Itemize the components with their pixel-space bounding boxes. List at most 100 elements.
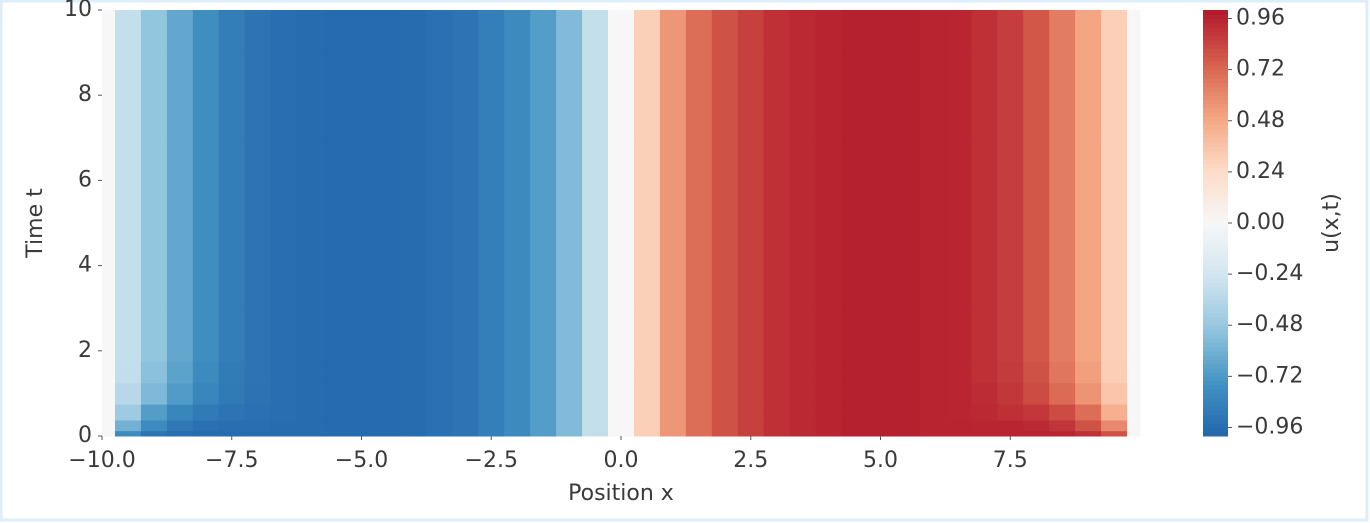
cell <box>102 404 116 421</box>
cell <box>815 52 843 139</box>
cell <box>400 361 427 384</box>
cell <box>971 420 998 432</box>
cell <box>841 52 869 139</box>
cell <box>841 404 869 421</box>
cell <box>971 430 998 437</box>
cell <box>140 137 168 224</box>
cell <box>244 382 272 405</box>
cell <box>114 361 142 384</box>
colorbar-segment <box>1203 244 1228 250</box>
cell <box>582 404 609 421</box>
cell <box>556 308 583 362</box>
cell <box>374 404 401 421</box>
cell <box>1127 382 1141 405</box>
cell <box>556 361 583 384</box>
cell <box>530 430 557 437</box>
colorbar-segment <box>1203 210 1228 215</box>
cell <box>348 223 375 309</box>
cell <box>945 361 972 384</box>
cell <box>270 52 298 139</box>
cell <box>102 308 116 362</box>
cell <box>841 223 869 309</box>
cell <box>1127 420 1141 432</box>
cell <box>919 404 946 421</box>
cell <box>1101 52 1128 139</box>
cell <box>478 404 505 421</box>
colorbar-segment <box>1203 231 1228 237</box>
cell <box>1075 308 1102 362</box>
cell <box>763 308 791 362</box>
colorbar-segment <box>1203 269 1228 275</box>
cell <box>530 404 557 421</box>
cell <box>711 308 739 362</box>
cell <box>971 382 998 405</box>
cell <box>997 382 1024 405</box>
colorbar-segment <box>1203 103 1228 109</box>
cell <box>867 420 894 432</box>
cell <box>452 420 479 432</box>
cell <box>140 361 168 384</box>
cell <box>789 382 817 405</box>
colorbar-segment <box>1203 257 1228 262</box>
cell <box>426 420 453 432</box>
cell <box>815 361 843 384</box>
cell <box>815 382 843 405</box>
cell <box>400 52 427 139</box>
cell <box>1023 382 1050 405</box>
cell <box>114 404 142 421</box>
cell <box>348 420 375 432</box>
cell <box>556 430 583 437</box>
cell <box>244 223 272 309</box>
colorbar-tick-label: −0.72 <box>1236 363 1303 388</box>
cell <box>1101 430 1128 437</box>
cell <box>789 137 817 224</box>
cell <box>582 420 609 432</box>
y-tick-label: 4 <box>78 253 92 278</box>
cell <box>530 382 557 405</box>
cell <box>919 382 946 405</box>
colorbar-segment <box>1203 376 1228 382</box>
cell <box>945 420 972 432</box>
cell <box>296 223 324 309</box>
colorbar-segment <box>1203 150 1228 156</box>
cell <box>140 382 168 405</box>
cell <box>218 137 246 224</box>
cell <box>789 308 817 362</box>
cell <box>270 404 298 421</box>
x-tick-label: 7.5 <box>993 448 1028 473</box>
cell <box>945 137 972 224</box>
cell <box>102 223 116 309</box>
cell <box>841 10 869 54</box>
cell <box>1075 223 1102 309</box>
cell <box>633 404 661 421</box>
colorbar-tick-label: −0.48 <box>1236 312 1303 337</box>
cell <box>789 10 817 54</box>
colorbar-segment <box>1203 372 1228 377</box>
colorbar-segment <box>1203 227 1228 233</box>
cell <box>244 361 272 384</box>
cell <box>789 420 817 432</box>
cell <box>971 361 998 384</box>
cell <box>322 382 350 405</box>
cell <box>815 404 843 421</box>
cell <box>582 52 609 139</box>
colorbar-segment <box>1203 248 1228 254</box>
x-tick-label: 0.0 <box>604 448 639 473</box>
cell <box>867 430 894 437</box>
cell <box>218 382 246 405</box>
cell <box>556 223 583 309</box>
cell <box>633 361 661 384</box>
colorbar-segment <box>1203 44 1228 49</box>
cell <box>1075 404 1102 421</box>
colorbar-segment <box>1203 10 1228 15</box>
cell <box>737 382 765 405</box>
cell <box>659 404 687 421</box>
x-tick-label: 2.5 <box>733 448 768 473</box>
cell <box>1023 361 1050 384</box>
cell <box>1049 308 1076 362</box>
cell <box>114 430 142 437</box>
cell <box>1101 223 1128 309</box>
cell <box>1049 137 1076 224</box>
cell <box>608 223 635 309</box>
